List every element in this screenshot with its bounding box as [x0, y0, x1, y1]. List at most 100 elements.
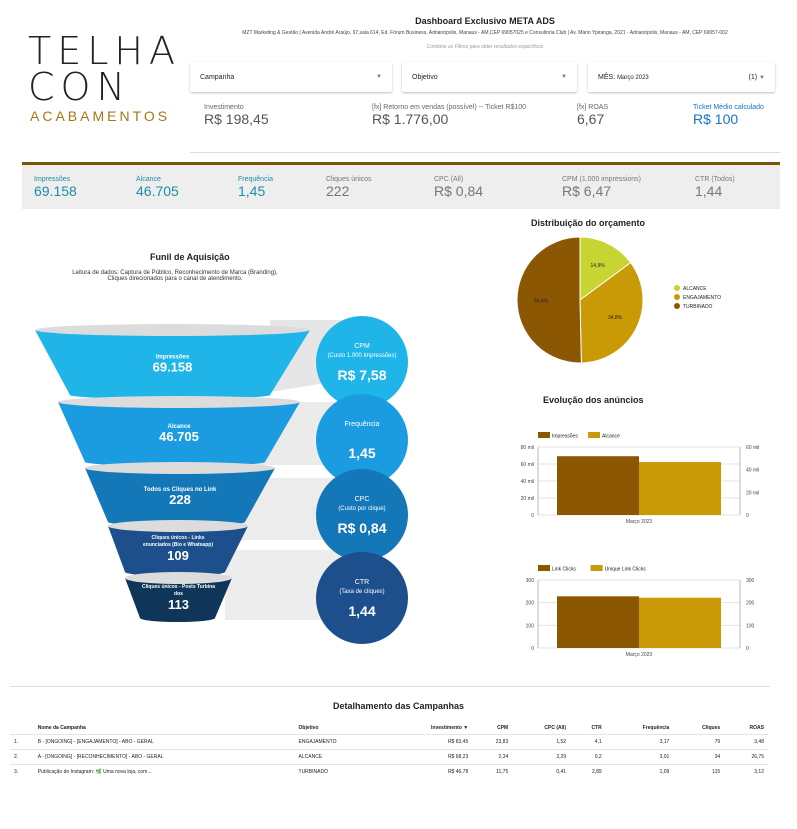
metric-circle-shape: [316, 316, 408, 408]
kpi-value: R$ 1.776,00: [372, 111, 449, 127]
mes-filter[interactable]: MÊS: Março 2023 (1) ▼: [588, 62, 775, 92]
brown-rule: [22, 162, 780, 165]
table-title: Detalhamento das Campanhas: [332, 701, 465, 711]
funnel-stage-body: [35, 330, 310, 395]
table-cell: A - [ONGOING] - [RECONHECIMENTO] - ABO -…: [33, 749, 295, 765]
metric-sublabel: (Custo 1.000 Impressões): [327, 353, 396, 359]
pie-slice-label: 14,9%: [591, 263, 606, 269]
summary-label: Impressões: [34, 176, 71, 183]
summary-cpm: CPM (1.000 impressions) R$ 6,47: [562, 176, 641, 199]
summary-label: Frequência: [238, 176, 274, 183]
funnel-stage-rim: [85, 462, 275, 474]
pie-slice: [579, 261, 644, 364]
campanha-filter[interactable]: Campanha ▼: [190, 62, 392, 92]
funnel-stage-body: [108, 526, 248, 572]
legend-label: ENGAJAMENTO: [683, 295, 721, 301]
metric-circle: CPC (Custo por clique) R$ 0,84: [316, 469, 408, 561]
x-tick: Março 2023: [626, 652, 653, 658]
x-tick: Março 2023: [626, 519, 653, 525]
summary-band: [22, 165, 780, 209]
logo-con: CON: [28, 65, 131, 109]
funnel-stage-value: 228: [169, 492, 191, 507]
funnel-stage-value: 69.158: [153, 360, 193, 375]
logo-acabamentos: ACABAMENTOS: [30, 108, 171, 124]
section-divider: [10, 686, 770, 687]
legend-swatch: [590, 565, 603, 571]
table-header-cell: Cliques: [702, 725, 721, 731]
kpi-label: [fx] ROAS: [577, 104, 609, 111]
funnel-stage-label: Cliques únicos - Links: [151, 535, 204, 541]
legend-swatch: [588, 432, 600, 438]
funnel-stage-label: Todos os Cliques no Link: [144, 487, 217, 493]
funnel-description: Leitura de dados: Captura de Público, Re…: [40, 270, 310, 282]
summary-impressoes: Impressões 69.158: [34, 176, 77, 199]
table-cell: 1,52: [512, 734, 571, 750]
legend-swatch: [538, 565, 550, 571]
funnel-description-line: Cliques direcionados para o canal de ate…: [107, 276, 243, 282]
kpi-value: R$ 100: [693, 111, 739, 127]
summary-value: 69.158: [34, 183, 77, 199]
funnel-stage-rim: [125, 572, 232, 584]
legend-swatch: [674, 285, 680, 291]
kpi-label: [fx] Retorno em vendas (possível) -- Tic…: [372, 104, 527, 111]
y-tick-right: 200: [746, 601, 755, 607]
table-cell: 34: [673, 749, 725, 765]
filter-hint: Combine os Filtros para obter resultados…: [426, 44, 544, 50]
chart-legend: Impressões Alcance: [538, 432, 620, 440]
mes-filter-value: Março 2023: [617, 74, 649, 81]
mes-filter-count: (1): [748, 73, 758, 81]
y-tick-left: 200: [526, 601, 535, 607]
table-header-cell[interactable]: Investimento ▼: [431, 725, 469, 731]
y-tick-left: 100: [526, 623, 535, 629]
summary-value: 1,45: [238, 183, 266, 199]
bar-chart-clicks: Link Clicks Unique Link Clicks 300 200 100 0 3…: [526, 565, 755, 658]
pie-slice-label: 34,8%: [608, 315, 623, 321]
pie-slice: [579, 236, 632, 301]
table-row[interactable]: 3. Publicação do Instagram: 🌿 Uma nova lo…: [10, 764, 768, 779]
metric-circle: CTR (Taxa de cliques) 1,44: [316, 552, 408, 644]
summary-cliques: Cliques únicos 222: [326, 176, 372, 199]
kpi-roas: [fx] ROAS 6,67: [577, 104, 608, 127]
legend-swatch: [538, 432, 550, 438]
objetivo-filter[interactable]: Objetivo ▼: [402, 62, 577, 92]
summary-label: CTR (Todos): [695, 176, 735, 183]
table-row[interactable]: 1. B - [ONGOING] - [ENGAJAMENTO] - ABO - …: [10, 734, 768, 750]
dashboard-title: Dashboard Exclusivo META ADS: [415, 16, 555, 26]
legend-label: TURBINADO: [683, 304, 713, 310]
metric-label: CPM: [354, 343, 370, 350]
address-text: MZT Marketing & Gestão | Avenida André A…: [242, 30, 728, 36]
table-cell: 3,12: [724, 764, 768, 779]
summary-alcance: Alcance 46.705: [136, 176, 179, 199]
funnel-stage-body: [85, 468, 275, 522]
y-tick-right: 300: [746, 578, 755, 584]
table-cell: 115: [673, 764, 725, 779]
table-cell: 0,41: [512, 764, 571, 779]
y-tick-right: 60 mil: [746, 445, 759, 451]
table-row[interactable]: 2. A - [ONGOING] - [RECONHECIMENTO] - ABO…: [10, 749, 768, 765]
table-cell: R$ 83,45: [384, 734, 473, 750]
bar: [639, 462, 721, 515]
y-tick-right: 40 mil: [746, 468, 759, 474]
y-tick-left: 0: [531, 646, 534, 652]
table-cell: B - [ONGOING] - [ENGAJAMENTO] - ABO - GE…: [33, 734, 295, 750]
summary-value: R$ 6,47: [562, 183, 612, 199]
table-cell: 1,09: [605, 764, 674, 779]
legend-swatch: [674, 294, 680, 300]
summary-label: CPC (All): [434, 176, 464, 183]
table-header-cell: CPM: [497, 725, 509, 731]
table-cell: 1.: [10, 734, 34, 750]
chevron-down-icon: ▼: [376, 74, 382, 80]
objetivo-filter-label: Objetivo: [412, 73, 438, 81]
campaign-table: Nome da Campanha Objetivo Investimento ▼ CP…: [10, 722, 768, 779]
header-divider: [190, 152, 780, 153]
y-tick-right: 0: [746, 646, 749, 652]
table-cell: 26,75: [724, 749, 768, 765]
bar-chart-impressions: Impressões Alcance 80 mil 60 mil 40 mil 20 mi…: [521, 432, 759, 525]
summary-value: 46.705: [136, 183, 179, 199]
legend-label: Link Clicks: [552, 567, 576, 573]
table-cell: 2,29: [512, 749, 571, 765]
summary-ctr: CTR (Todos) 1,44: [695, 176, 735, 199]
